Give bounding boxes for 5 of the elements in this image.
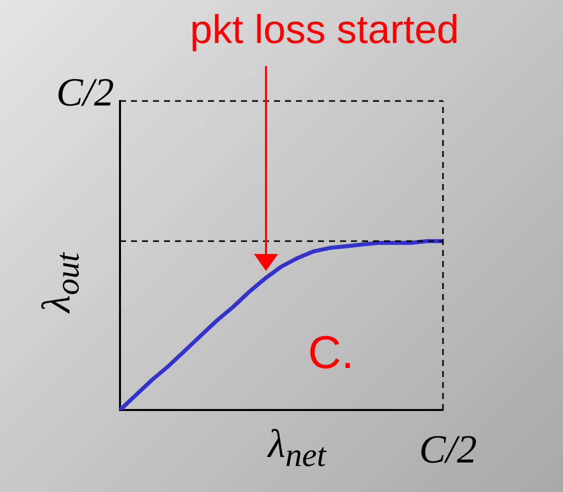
text: C/2	[419, 426, 477, 472]
x-axis-title: λ$_{net}$	[268, 420, 326, 475]
ref-line-label: C/2	[56, 70, 114, 115]
annotation: C.	[308, 325, 354, 379]
text: pkt loss started	[190, 8, 460, 53]
